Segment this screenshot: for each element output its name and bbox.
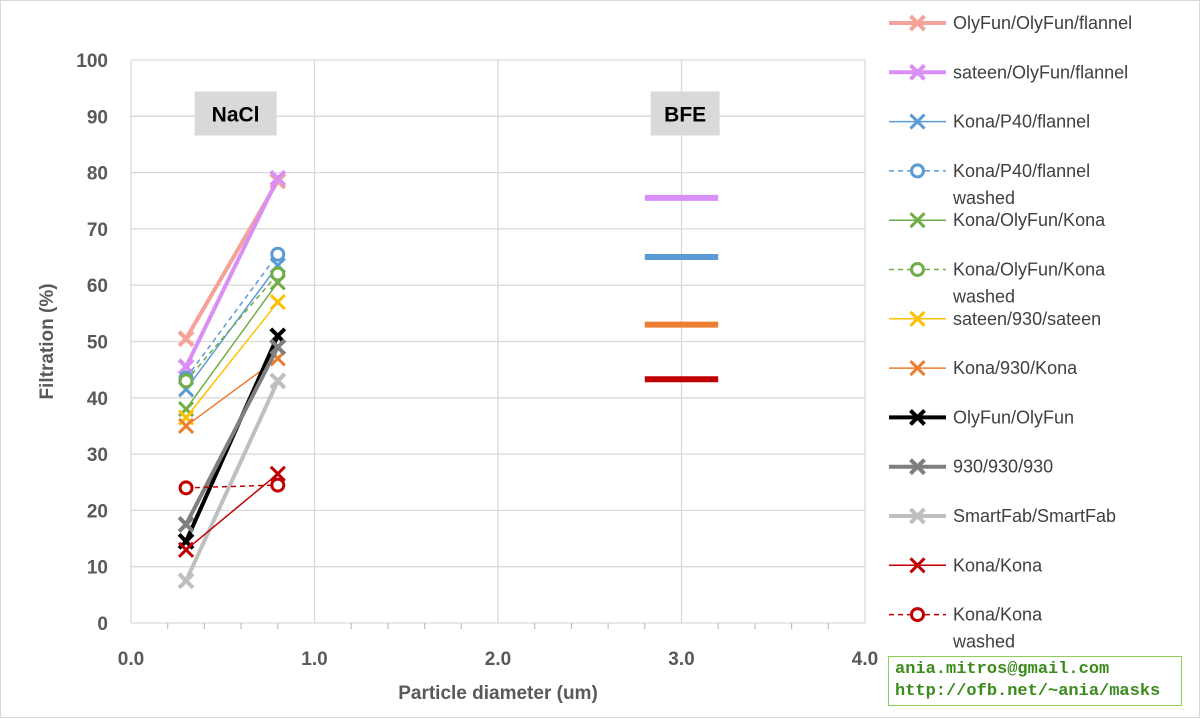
data-point <box>177 541 195 558</box>
data-point <box>269 372 287 390</box>
legend-label: SmartFab/SmartFab <box>953 506 1116 526</box>
legend-marker <box>910 262 925 277</box>
legend-marker <box>909 14 926 32</box>
legend-label: 930/930/930 <box>953 457 1053 477</box>
legend-marker <box>909 360 926 377</box>
annotation-label: NaCl <box>212 103 260 126</box>
y-axis-title: Filtration (%) <box>37 283 58 399</box>
series-line <box>185 473 279 551</box>
grid <box>130 59 866 624</box>
data-point <box>178 480 194 496</box>
data-point <box>270 246 286 262</box>
bfe-bars <box>644 194 719 383</box>
legend-label: Kona/OlyFun/Kona <box>953 210 1106 230</box>
y-tick-label: 60 <box>87 276 108 297</box>
data-point <box>270 266 286 282</box>
data-point <box>269 294 286 311</box>
legend-marker <box>910 607 925 623</box>
series-line <box>185 281 279 410</box>
series-lines <box>177 169 287 590</box>
y-tick-label: 40 <box>87 389 108 410</box>
axes: 0 10 20 30 40 50 60 70 80 90 100 0.0 1.0 2.0 3.0 4.0 Par… <box>37 51 878 704</box>
series-line <box>184 346 280 526</box>
x-axis-title: Particle diameter (um) <box>398 683 598 704</box>
x-tick-label: 0.0 <box>118 649 144 670</box>
annotation-box <box>194 91 277 136</box>
data-point <box>178 373 194 389</box>
legend-marker <box>909 113 926 130</box>
series-line <box>184 380 280 582</box>
annotation-label: BFE <box>664 103 706 126</box>
legend-marker <box>909 63 926 81</box>
data-point <box>177 358 195 376</box>
y-tick-label: 20 <box>87 501 108 522</box>
data-point <box>270 477 286 493</box>
legend-marker <box>909 557 926 574</box>
y-tick-label: 0 <box>97 614 108 635</box>
legend-marker <box>910 163 925 179</box>
data-point <box>177 516 195 533</box>
series-line <box>185 253 279 379</box>
legend-label: Kona/930/Kona <box>953 358 1078 378</box>
legend-marker <box>909 507 926 525</box>
legend-label: Kona/Kona <box>953 555 1043 575</box>
legend: OlyFun/OlyFun/flannel sateen/OlyFun/flann… <box>889 13 1132 652</box>
legend-marker <box>909 458 926 476</box>
data-point <box>269 169 287 187</box>
data-point <box>177 330 195 348</box>
legend-marker <box>909 212 926 229</box>
series-line <box>184 177 280 368</box>
annotations: NaCl BFE <box>194 91 720 136</box>
x-tick-label: 3.0 <box>668 649 694 670</box>
y-tick-label: 80 <box>87 164 108 185</box>
legend-label: Kona/Kona washed <box>952 605 1043 652</box>
legend-label: OlyFun/OlyFun/flannel <box>953 13 1132 33</box>
legend-marker <box>909 408 926 426</box>
legend-label: sateen/OlyFun/flannel <box>953 62 1128 82</box>
y-tick-label: 90 <box>87 107 108 128</box>
legend-marker <box>909 310 926 327</box>
y-tick-label: 50 <box>87 333 108 354</box>
credit-box: ania.mitros@gmail.com http://ofb.net/~an… <box>888 656 1182 706</box>
legend-label: OlyFun/OlyFun <box>953 407 1074 427</box>
data-point <box>177 417 195 435</box>
legend-label: sateen/930/sateen <box>953 309 1101 329</box>
x-tick-label: 1.0 <box>301 649 327 670</box>
y-tick-label: 30 <box>87 445 108 466</box>
legend-label: Kona/P40/flannel <box>953 112 1090 132</box>
y-tick-label: 100 <box>76 51 108 72</box>
data-point <box>269 465 286 482</box>
credit-email: ania.mitros@gmail.com <box>895 660 1110 679</box>
series-line <box>185 273 279 382</box>
series-line <box>186 484 278 489</box>
annotation-box <box>650 91 720 136</box>
x-tick-label: 4.0 <box>852 649 878 670</box>
series-line <box>185 265 279 390</box>
data-point <box>269 338 287 356</box>
x-tick-label: 2.0 <box>485 649 511 670</box>
series-line <box>185 301 279 418</box>
credit-url: http://ofb.net/~ania/masks <box>895 682 1161 701</box>
legend-label: Kona/P40/flannel washed <box>952 161 1090 208</box>
y-tick-label: 70 <box>87 220 108 241</box>
data-point <box>177 572 195 590</box>
y-tick-label: 10 <box>87 558 108 579</box>
legend-label: Kona/OlyFun/Kona washed <box>952 260 1106 307</box>
